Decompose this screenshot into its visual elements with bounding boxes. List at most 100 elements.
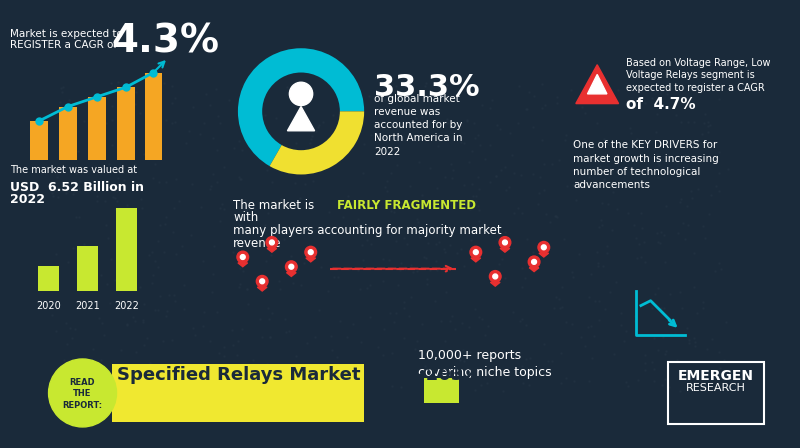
Polygon shape	[539, 253, 549, 257]
Point	[335, 380, 348, 387]
Point	[405, 262, 418, 269]
Circle shape	[542, 245, 546, 250]
Point	[375, 105, 388, 112]
Point	[498, 274, 511, 281]
Point	[358, 141, 370, 148]
Point	[415, 113, 428, 121]
Point	[550, 213, 562, 220]
Point	[502, 183, 515, 190]
Point	[489, 172, 502, 180]
Point	[421, 276, 434, 283]
Point	[394, 383, 407, 391]
Point	[378, 183, 391, 190]
Point	[54, 85, 67, 92]
Point	[231, 204, 244, 211]
Point	[130, 380, 142, 387]
Point	[439, 288, 452, 295]
Point	[123, 165, 136, 172]
Point	[256, 333, 269, 340]
Point	[287, 230, 300, 237]
Point	[70, 170, 82, 177]
Point	[102, 160, 115, 168]
Point	[108, 194, 121, 202]
Circle shape	[490, 271, 501, 282]
Point	[129, 100, 142, 107]
Point	[197, 257, 210, 264]
Point	[699, 382, 712, 389]
Point	[630, 254, 643, 261]
Point	[600, 249, 613, 256]
Point	[516, 315, 529, 323]
Point	[559, 131, 572, 138]
Point	[233, 138, 246, 145]
Point	[204, 338, 217, 345]
Point	[713, 148, 726, 155]
Point	[702, 369, 714, 376]
Point	[106, 116, 119, 123]
Point	[286, 381, 298, 388]
Point	[170, 175, 183, 182]
Point	[212, 349, 225, 356]
Point	[358, 199, 371, 206]
Point	[484, 105, 497, 112]
Point	[461, 116, 474, 124]
Point	[404, 294, 417, 301]
Point	[334, 88, 346, 95]
Point	[549, 212, 562, 219]
Point	[95, 319, 108, 327]
Text: 10,000+ reports
covering niche topics: 10,000+ reports covering niche topics	[418, 349, 551, 379]
Point	[301, 340, 314, 347]
Point	[33, 117, 46, 125]
Point	[466, 147, 478, 154]
Point	[621, 98, 634, 105]
Point	[614, 310, 627, 317]
Point	[627, 221, 640, 228]
Point	[443, 349, 456, 356]
Point	[512, 204, 525, 211]
Point	[206, 270, 219, 277]
Point	[397, 335, 410, 342]
Point	[657, 334, 670, 341]
Point	[65, 134, 78, 141]
Point	[166, 119, 178, 126]
Point	[139, 112, 152, 119]
Point	[526, 170, 539, 177]
Point	[46, 189, 58, 196]
Point	[203, 102, 216, 109]
Point	[206, 135, 219, 142]
Point	[648, 377, 661, 384]
Point	[377, 352, 390, 359]
Point	[404, 228, 417, 235]
Point	[688, 249, 701, 256]
Point	[631, 135, 644, 142]
Circle shape	[474, 250, 478, 254]
Point	[86, 357, 98, 364]
Point	[306, 133, 319, 140]
Point	[584, 322, 597, 329]
Point	[473, 218, 486, 225]
Point	[198, 309, 210, 316]
Point	[158, 220, 171, 227]
Point	[169, 297, 182, 304]
Point	[398, 298, 410, 306]
Point	[651, 238, 664, 245]
Point	[313, 152, 326, 159]
Point	[682, 118, 694, 125]
Point	[457, 347, 470, 354]
Point	[390, 309, 402, 316]
Point	[538, 341, 550, 348]
Point	[610, 205, 623, 212]
Point	[647, 145, 660, 152]
Point	[259, 222, 272, 229]
Point	[575, 333, 588, 340]
Point	[686, 166, 699, 173]
Circle shape	[499, 237, 510, 248]
Point	[578, 110, 591, 117]
Point	[331, 273, 344, 280]
Point	[432, 142, 445, 150]
Text: Specified Relays Market 2019–2032: Specified Relays Market 2019–2032	[117, 366, 475, 384]
Point	[292, 364, 305, 371]
Point	[515, 264, 528, 271]
Bar	[59, 107, 77, 160]
Point	[210, 309, 223, 316]
